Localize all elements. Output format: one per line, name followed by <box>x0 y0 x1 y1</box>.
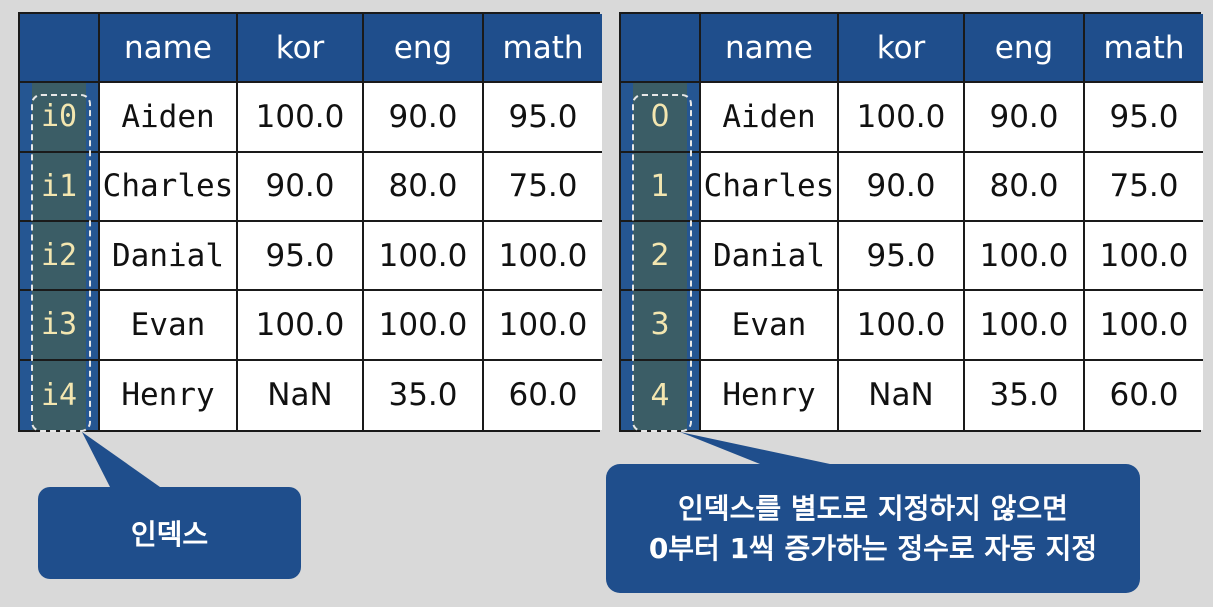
callout-right-pointer <box>680 432 830 464</box>
callout-left-box <box>38 487 301 579</box>
cell-kor: 100.0 <box>238 83 364 153</box>
cell-kor: 100.0 <box>238 291 364 361</box>
cell-eng: 35.0 <box>364 360 484 430</box>
index-cell: i0 <box>20 83 100 153</box>
cell-math: 100.0 <box>1085 291 1203 361</box>
index-cell: i3 <box>20 291 100 361</box>
cell-kor: 95.0 <box>839 222 965 292</box>
cell-math: 95.0 <box>484 83 602 153</box>
dataframe-custom-index: name kor eng math i0 Aiden 100.0 90.0 95… <box>18 12 602 432</box>
corner-header <box>20 14 100 84</box>
index-label: 2 <box>633 222 687 290</box>
cell-name: Charles <box>701 152 839 222</box>
index-cell: i1 <box>20 152 100 222</box>
index-cell: 3 <box>621 291 701 361</box>
corner-header <box>621 14 701 84</box>
index-label: 0 <box>633 83 687 151</box>
cell-eng: 100.0 <box>965 291 1085 361</box>
cell-eng: 90.0 <box>965 83 1085 153</box>
cell-math: 60.0 <box>484 360 602 430</box>
cell-eng: 80.0 <box>965 152 1085 222</box>
index-cell: 2 <box>621 222 701 292</box>
cell-math: 100.0 <box>484 291 602 361</box>
cell-name: Henry <box>100 360 238 430</box>
column-header-eng: eng <box>364 14 484 84</box>
index-label: i1 <box>32 152 86 220</box>
callout-left-pointer <box>82 432 160 487</box>
cell-kor: 95.0 <box>238 222 364 292</box>
index-cell: 4 <box>621 360 701 430</box>
callout-right-label: 인덱스를 별도로 지정하지 않으면 0부터 1씩 증가하는 정수로 자동 지정 <box>606 464 1140 593</box>
cell-eng: 35.0 <box>965 360 1085 430</box>
callout-left-label: 인덱스 <box>38 487 301 579</box>
cell-math: 60.0 <box>1085 360 1203 430</box>
cell-name: Aiden <box>701 83 839 153</box>
index-label: i0 <box>32 83 86 151</box>
index-cell: i2 <box>20 222 100 292</box>
cell-kor: 100.0 <box>839 291 965 361</box>
index-label: 1 <box>633 152 687 220</box>
index-cell: 0 <box>621 83 701 153</box>
column-header-name: name <box>701 14 839 84</box>
column-header-name: name <box>100 14 238 84</box>
cell-name: Evan <box>701 291 839 361</box>
cell-math: 75.0 <box>484 152 602 222</box>
cell-math: 100.0 <box>484 222 602 292</box>
index-label: i2 <box>32 222 86 290</box>
cell-name: Charles <box>100 152 238 222</box>
cell-name: Aiden <box>100 83 238 153</box>
dataframe-grid: name kor eng math i0 Aiden 100.0 90.0 95… <box>20 14 602 430</box>
index-cell: i4 <box>20 360 100 430</box>
callout-right-box <box>606 464 1140 593</box>
index-cell: 1 <box>621 152 701 222</box>
cell-eng: 100.0 <box>364 222 484 292</box>
cell-name: Henry <box>701 360 839 430</box>
column-header-kor: kor <box>238 14 364 84</box>
column-header-math: math <box>1085 14 1203 84</box>
cell-name: Danial <box>701 222 839 292</box>
cell-name: Evan <box>100 291 238 361</box>
cell-kor: 90.0 <box>238 152 364 222</box>
index-label: i3 <box>32 291 86 359</box>
column-header-eng: eng <box>965 14 1085 84</box>
index-label: 4 <box>633 360 687 430</box>
column-header-math: math <box>484 14 602 84</box>
dataframe-grid: name kor eng math 0 Aiden 100.0 90.0 95.… <box>621 14 1203 430</box>
cell-kor: NaN <box>238 360 364 430</box>
cell-eng: 90.0 <box>364 83 484 153</box>
cell-math: 75.0 <box>1085 152 1203 222</box>
cell-kor: 90.0 <box>839 152 965 222</box>
index-label: i4 <box>32 360 86 430</box>
cell-name: Danial <box>100 222 238 292</box>
callout-right-line2: 0부터 1씩 증가하는 정수로 자동 지정 <box>648 531 1098 565</box>
cell-kor: 100.0 <box>839 83 965 153</box>
callout-left-text: 인덱스 <box>130 518 209 551</box>
column-header-kor: kor <box>839 14 965 84</box>
cell-eng: 100.0 <box>965 222 1085 292</box>
cell-math: 95.0 <box>1085 83 1203 153</box>
cell-math: 100.0 <box>1085 222 1203 292</box>
cell-kor: NaN <box>839 360 965 430</box>
index-label: 3 <box>633 291 687 359</box>
cell-eng: 100.0 <box>364 291 484 361</box>
cell-eng: 80.0 <box>364 152 484 222</box>
callout-right-line1: 인덱스를 별도로 지정하지 않으면 <box>678 491 1068 525</box>
dataframe-default-index: name kor eng math 0 Aiden 100.0 90.0 95.… <box>619 12 1203 432</box>
